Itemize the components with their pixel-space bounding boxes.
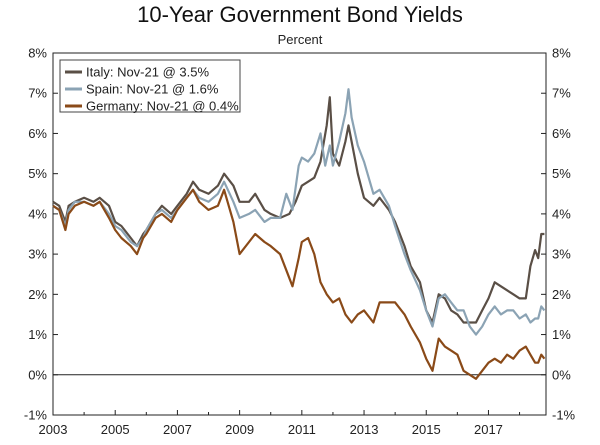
x-tick-label: 2009 <box>225 422 254 437</box>
y-tick-label-right: 6% <box>552 126 571 141</box>
y-tick-label-right: -1% <box>552 408 576 423</box>
y-tick-label-right: 7% <box>552 86 571 101</box>
y-tick-label-left: 6% <box>28 126 47 141</box>
y-tick-label-left: 1% <box>28 327 47 342</box>
x-tick-label: 2005 <box>101 422 130 437</box>
x-tick-label: 2003 <box>39 422 68 437</box>
y-tick-label-right: 4% <box>552 206 571 221</box>
legend-label-2: Spain: Nov-21 @ 1.6% <box>86 82 219 97</box>
y-tick-label-right: 2% <box>552 287 571 302</box>
x-tick-label: 2011 <box>288 422 316 437</box>
y-tick-label-right: 1% <box>552 327 571 342</box>
y-tick-label-right: 0% <box>552 367 571 382</box>
y-tick-label-left: 0% <box>28 367 47 382</box>
y-tick-label-left: 2% <box>28 287 47 302</box>
y-tick-label-right: 5% <box>552 166 571 181</box>
y-tick-label-left: 8% <box>28 46 47 61</box>
series-line-1 <box>52 96 545 324</box>
legend-label-3: Germany: Nov-21 @ 0.4% <box>86 99 239 114</box>
x-tick-label: 2013 <box>350 422 379 437</box>
y-tick-label-left: 4% <box>28 206 47 221</box>
x-tick-label: 2015 <box>412 422 441 437</box>
y-tick-label-right: 3% <box>552 247 571 262</box>
y-tick-label-left: 5% <box>28 166 47 181</box>
plot-area-frame <box>52 52 547 416</box>
series-line-3 <box>52 188 546 380</box>
x-tick-label: 2017 <box>474 422 503 437</box>
y-tick-label-right: 8% <box>552 46 571 61</box>
legend: Italy: Nov-21 @ 3.5% Spain: Nov-21 @ 1.6%… <box>59 59 241 114</box>
series-line-2 <box>52 88 546 336</box>
legend-box <box>59 59 241 113</box>
legend-label-1: Italy: Nov-21 @ 3.5% <box>86 65 209 80</box>
y-tick-label-left: -1% <box>24 408 48 423</box>
chart-title: 10-Year Government Bond Yields <box>137 2 463 27</box>
chart-subtitle: Percent <box>277 32 323 47</box>
y-tick-label-left: 3% <box>28 247 47 262</box>
y-tick-label-left: 7% <box>28 86 47 101</box>
x-tick-label: 2007 <box>163 422 192 437</box>
